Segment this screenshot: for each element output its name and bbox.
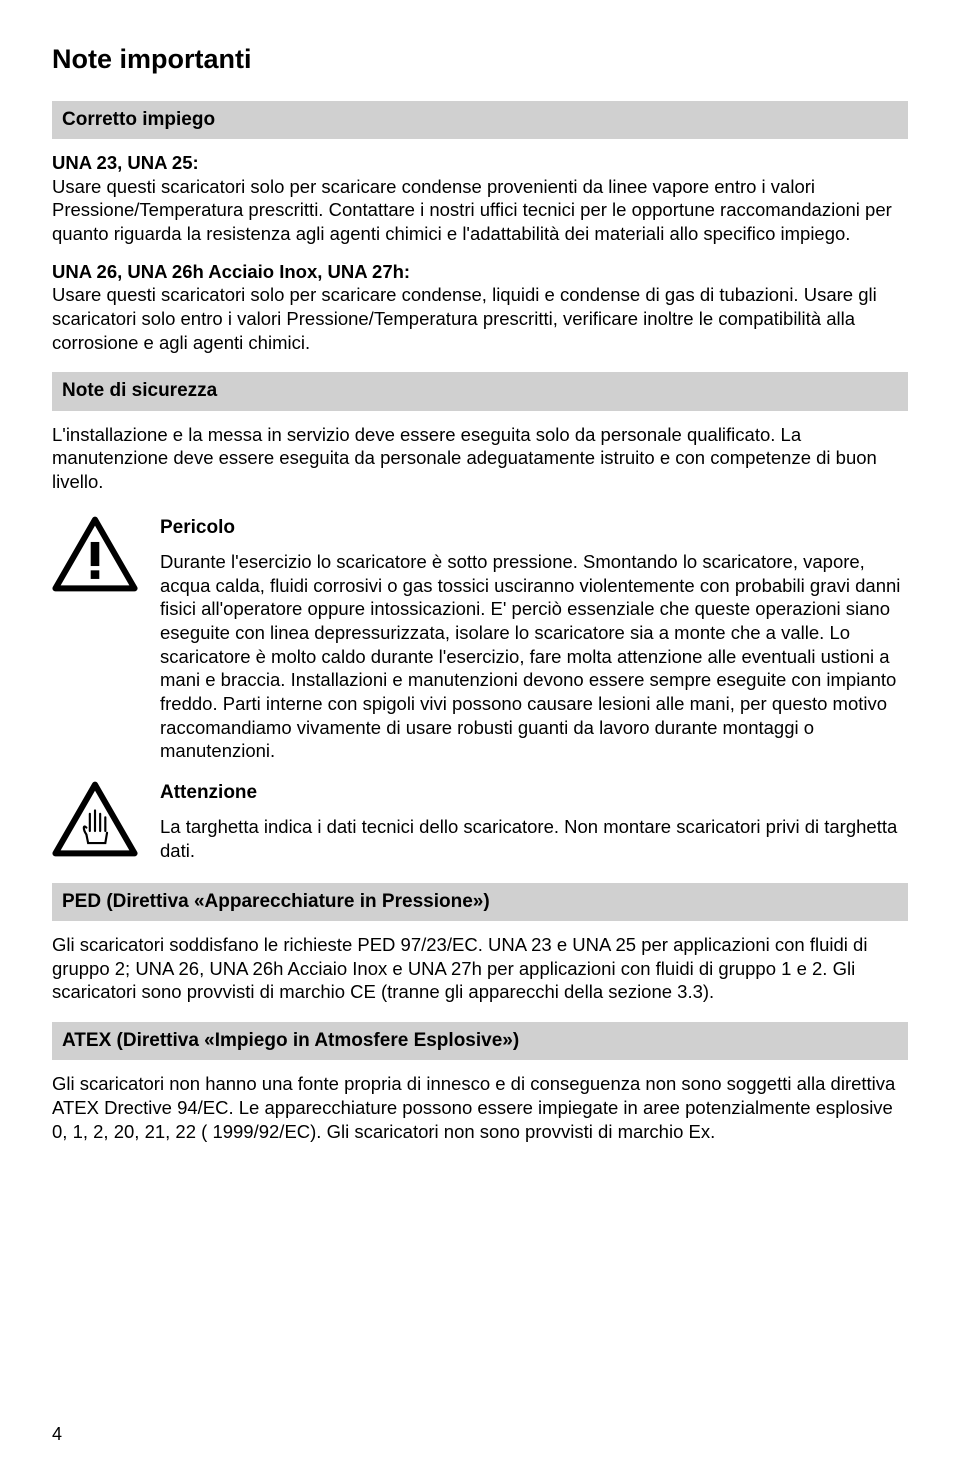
attenzione-body: La targhetta indica i dati tecnici dello…: [160, 815, 908, 862]
section-header-sicurezza: Note di sicurezza: [52, 372, 908, 410]
corretto-block-2: UNA 26, UNA 26h Acciaio Inox, UNA 27h: U…: [52, 260, 908, 355]
page-title: Note importanti: [52, 42, 908, 77]
section-header-atex: ATEX (Direttiva «Impiego in Atmosfere Es…: [52, 1022, 908, 1060]
pericolo-text-col: Pericolo Durante l'esercizio lo scaricat…: [160, 516, 908, 763]
corretto-sub1-body: Usare questi scaricatori solo per scaric…: [52, 176, 892, 244]
corretto-sub2-body: Usare questi scaricatori solo per scaric…: [52, 284, 877, 352]
page-number: 4: [52, 1423, 62, 1446]
pericolo-block: Pericolo Durante l'esercizio lo scaricat…: [52, 516, 908, 763]
corretto-sub2-title: UNA 26, UNA 26h Acciaio Inox, UNA 27h:: [52, 261, 410, 282]
attenzione-icon-col: [52, 781, 160, 863]
section-header-ped: PED (Direttiva «Apparecchiature in Press…: [52, 883, 908, 921]
attenzione-block: Attenzione La targhetta indica i dati te…: [52, 781, 908, 863]
warning-triangle-icon: [52, 516, 138, 592]
hand-triangle-icon: [52, 781, 138, 857]
attenzione-text-col: Attenzione La targhetta indica i dati te…: [160, 781, 908, 863]
sicurezza-intro: L'installazione e la messa in servizio d…: [52, 423, 908, 494]
ped-body: Gli scaricatori soddisfano le richieste …: [52, 933, 908, 1004]
pericolo-title: Pericolo: [160, 516, 908, 540]
corretto-sub1-title: UNA 23, UNA 25:: [52, 152, 199, 173]
atex-body: Gli scaricatori non hanno una fonte prop…: [52, 1072, 908, 1143]
pericolo-body: Durante l'esercizio lo scaricatore è sot…: [160, 550, 908, 763]
pericolo-icon-col: [52, 516, 160, 763]
attenzione-title: Attenzione: [160, 781, 908, 805]
corretto-block-1: UNA 23, UNA 25: Usare questi scaricatori…: [52, 151, 908, 246]
section-header-corretto: Corretto impiego: [52, 101, 908, 139]
